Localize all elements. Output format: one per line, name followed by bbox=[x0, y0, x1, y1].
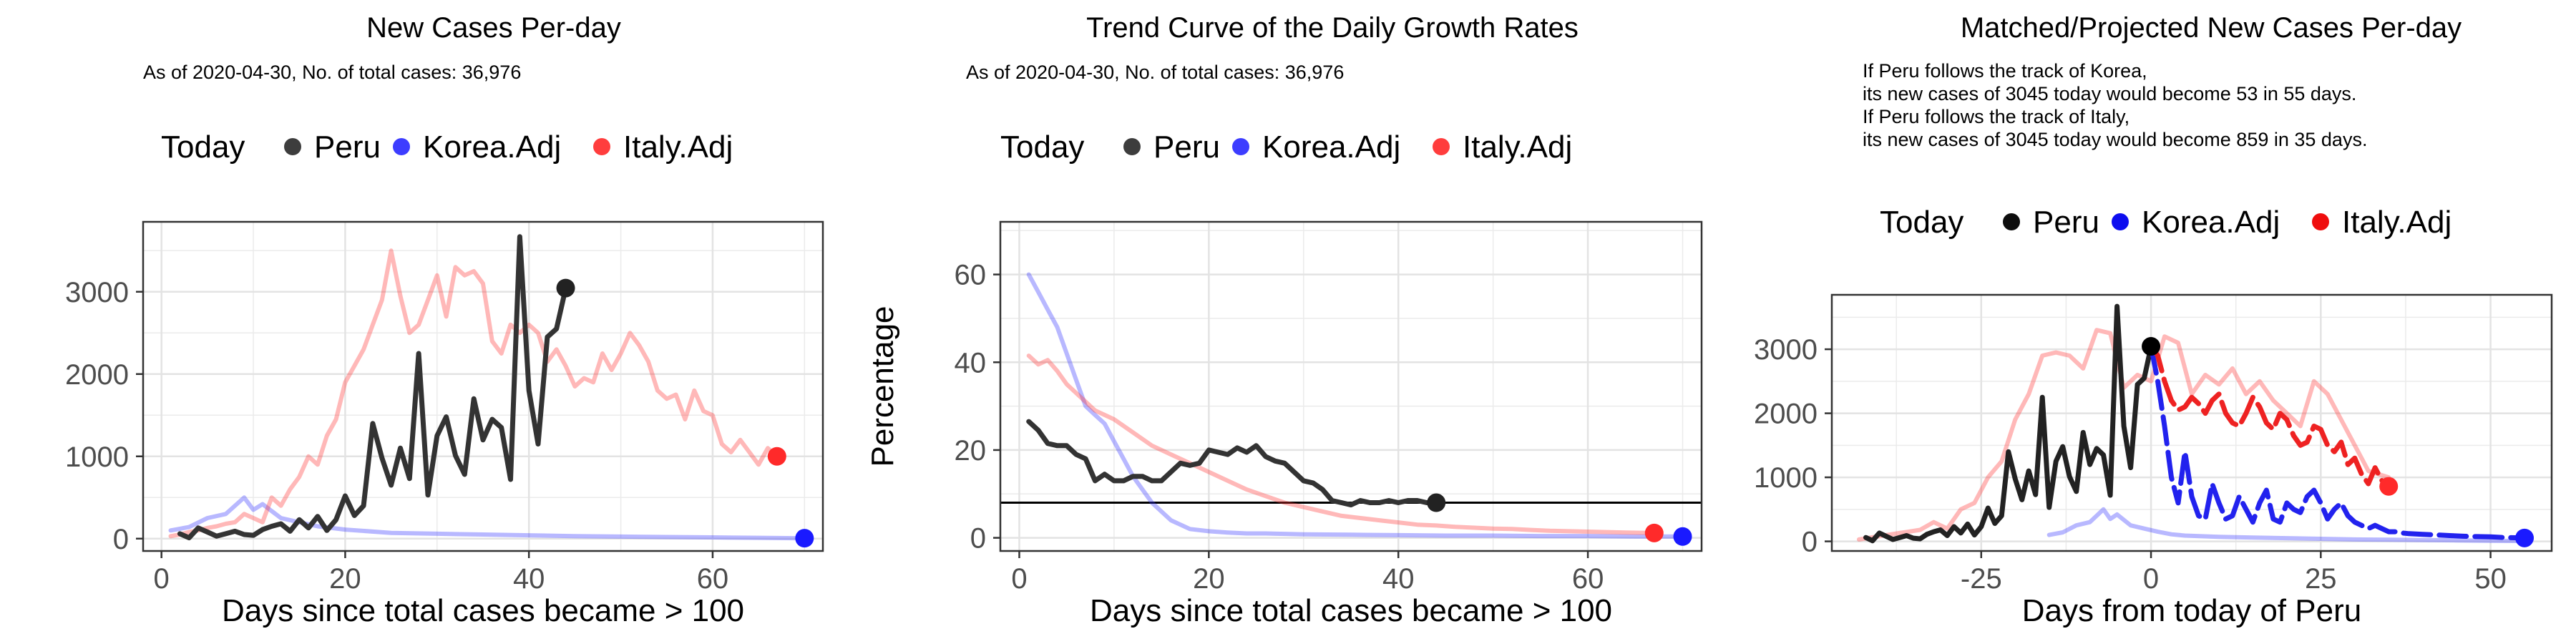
x-tick-label: 50 bbox=[2474, 563, 2507, 595]
x-tick-label: -25 bbox=[1961, 563, 2002, 595]
legend-swatch-peru bbox=[284, 138, 301, 155]
chart-note: its new cases of 3045 today would become… bbox=[1863, 129, 2367, 150]
legend-title: Today bbox=[161, 130, 245, 165]
today-point-korea-adj bbox=[2515, 528, 2534, 547]
y-tick-label: 0 bbox=[113, 524, 129, 555]
series-line-italy-adj bbox=[168, 248, 779, 539]
legend-label-korea-adj: Korea.Adj bbox=[1262, 130, 1400, 165]
legend-swatch-korea-adj bbox=[2112, 213, 2129, 230]
legend-label-peru: Peru bbox=[1153, 130, 1220, 165]
legend-label-italy-adj: Italy.Adj bbox=[623, 130, 733, 165]
legend-swatch-italy-adj bbox=[2312, 213, 2329, 230]
y-tick-label: 3000 bbox=[65, 277, 129, 308]
plot-area bbox=[143, 222, 823, 551]
x-tick-label: 0 bbox=[2143, 563, 2159, 595]
chart-title: New Cases Per-day bbox=[366, 12, 621, 44]
today-point-italy-adj bbox=[767, 447, 786, 466]
series-line-peru bbox=[1026, 419, 1439, 508]
today-point-peru bbox=[556, 278, 575, 298]
legend-label-peru: Peru bbox=[314, 130, 381, 165]
x-tick-label: 0 bbox=[154, 563, 170, 595]
chart-title: Trend Curve of the Daily Growth Rates bbox=[1086, 12, 1579, 44]
legend: Today Peru Korea.Adj Italy.Adj bbox=[1880, 205, 2451, 240]
series-line-korea-adj-matched bbox=[2046, 507, 2527, 544]
legend-swatch-italy-adj bbox=[1433, 138, 1450, 155]
today-point-peru bbox=[2142, 337, 2161, 356]
x-tick-label: 20 bbox=[1193, 563, 1225, 595]
y-tick-label: 3000 bbox=[1754, 334, 1818, 366]
panel-3: Matched/Projected New Cases Per-day If Pe… bbox=[1754, 12, 2553, 628]
series-line-korea-adj bbox=[2148, 343, 2527, 541]
chart-note: If Peru follows the track of Italy, bbox=[1863, 106, 2129, 127]
today-point-korea-adj bbox=[795, 529, 814, 548]
y-tick-label: 0 bbox=[1802, 527, 1818, 558]
chart-subtitle: As of 2020-04-30, No. of total cases: 36… bbox=[966, 62, 1344, 83]
series-line-italy-adj bbox=[1026, 353, 1657, 535]
x-tick-label: 40 bbox=[513, 563, 545, 595]
x-tick-label: 20 bbox=[329, 563, 361, 595]
series-line-korea-adj bbox=[168, 495, 807, 541]
series-line-italy-adj-matched bbox=[1857, 328, 2391, 542]
today-point-korea-adj bbox=[1673, 527, 1692, 546]
plot-area bbox=[1000, 222, 1702, 551]
today-point-italy-adj bbox=[2379, 477, 2399, 496]
y-tick-label: 2000 bbox=[1754, 399, 1818, 430]
series-line-korea-adj bbox=[1026, 272, 1685, 539]
grid bbox=[1000, 222, 1702, 551]
legend-label-korea-adj: Korea.Adj bbox=[2142, 205, 2280, 240]
legend: Today Peru Korea.Adj Italy.Adj bbox=[1000, 130, 1572, 165]
series-line-peru bbox=[177, 234, 568, 541]
legend-swatch-italy-adj bbox=[593, 138, 610, 155]
legend-title: Today bbox=[1000, 130, 1084, 165]
legend-swatch-peru bbox=[2003, 213, 2020, 230]
panel-2: Trend Curve of the Daily Growth Rates As … bbox=[865, 12, 1703, 628]
x-tick-label: 25 bbox=[2305, 563, 2337, 595]
plot-border bbox=[1830, 293, 2553, 552]
x-axis-label: Days from today of Peru bbox=[2022, 593, 2361, 628]
y-tick-label: 40 bbox=[955, 347, 987, 379]
legend-title: Today bbox=[1880, 205, 1963, 240]
legend-swatch-korea-adj bbox=[1232, 138, 1249, 155]
y-tick-label: 1000 bbox=[65, 441, 129, 473]
chart-note: If Peru follows the track of Korea, bbox=[1863, 60, 2147, 82]
series-line-italy-adj bbox=[2148, 343, 2391, 489]
legend-label-italy-adj: Italy.Adj bbox=[1463, 130, 1572, 165]
panel-1: New Cases Per-day As of 2020-04-30, No. o… bbox=[65, 12, 824, 628]
grid bbox=[1832, 295, 2552, 551]
y-tick-label: 1000 bbox=[1754, 462, 1818, 494]
today-point-italy-adj bbox=[1644, 523, 1664, 542]
legend-swatch-peru bbox=[1123, 138, 1141, 155]
y-tick-label: 60 bbox=[955, 260, 987, 291]
chart-note: its new cases of 3045 today would become… bbox=[1863, 83, 2356, 104]
plot-area bbox=[1832, 295, 2552, 551]
plot-border bbox=[142, 220, 824, 552]
legend-label-peru: Peru bbox=[2033, 205, 2099, 240]
y-axis-label: Percentage bbox=[865, 306, 900, 467]
x-axis-label: Days since total cases became > 100 bbox=[1090, 593, 1612, 628]
x-tick-label: 0 bbox=[1011, 563, 1027, 595]
y-tick-label: 0 bbox=[970, 523, 986, 555]
x-tick-label: 60 bbox=[697, 563, 729, 595]
legend-swatch-korea-adj bbox=[393, 138, 410, 155]
series-line-peru bbox=[1863, 303, 2154, 544]
legend-label-korea-adj: Korea.Adj bbox=[423, 130, 561, 165]
legend-label-italy-adj: Italy.Adj bbox=[2342, 205, 2451, 240]
chart-title: Matched/Projected New Cases Per-day bbox=[1961, 12, 2462, 44]
x-tick-label: 60 bbox=[1572, 563, 1604, 595]
today-point-peru bbox=[1427, 493, 1446, 512]
legend: Today Peru Korea.Adj Italy.Adj bbox=[161, 130, 733, 165]
y-tick-label: 2000 bbox=[65, 359, 129, 391]
chart-subtitle: As of 2020-04-30, No. of total cases: 36… bbox=[143, 62, 521, 83]
x-tick-label: 40 bbox=[1382, 563, 1415, 595]
y-tick-label: 20 bbox=[955, 435, 987, 467]
plot-border bbox=[999, 220, 1703, 552]
x-axis-label: Days since total cases became > 100 bbox=[222, 593, 744, 628]
